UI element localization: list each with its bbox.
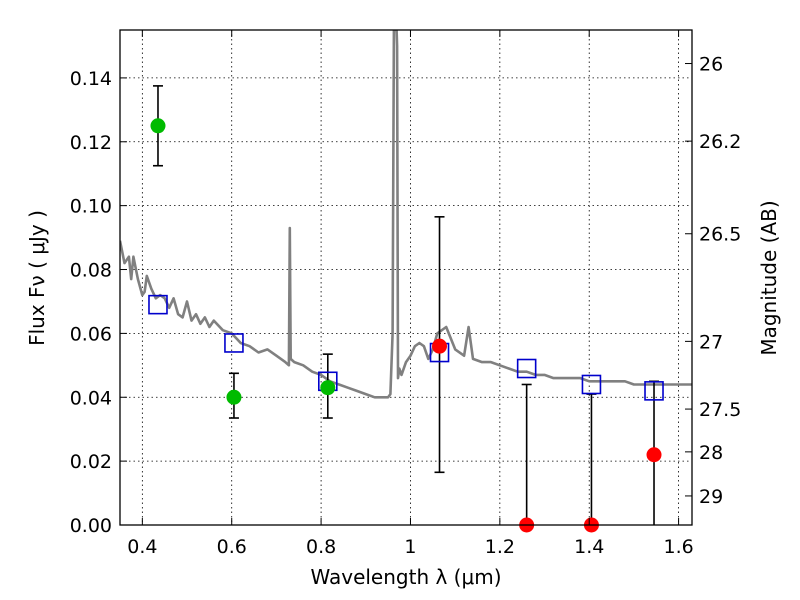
x-tick-label: 0.8	[306, 536, 336, 558]
y-tick-label: 0.02	[70, 451, 112, 473]
y-tick-label: 0.14	[70, 68, 112, 90]
x-tick-label: 1.2	[485, 536, 515, 558]
detection-point	[150, 118, 166, 134]
low-significance-point	[646, 447, 662, 463]
tick-marks	[120, 30, 692, 526]
x-tick-label: 0.4	[127, 536, 157, 558]
model-sed-layer	[120, 30, 692, 399]
model-photometry-point	[148, 294, 168, 315]
x-axis-label: Wavelength λ (μm)	[310, 565, 501, 589]
mag-tick-label: 29	[699, 486, 723, 508]
mag-tick-label: 26.2	[699, 131, 741, 153]
grid-lines	[120, 30, 692, 526]
x-tick-label: 1.4	[574, 536, 604, 558]
error-bars-layer	[152, 85, 660, 525]
y-tick-label: 0.10	[70, 196, 112, 218]
x-tick-label: 0.6	[217, 536, 247, 558]
markers-layer	[148, 118, 664, 533]
model-photometry-point	[644, 381, 664, 401]
tick-labels: 0.4 0.6 0.8 1 1.2 1.4 1.6 0.00 0.02 0.04 0.06 0.08 0…	[70, 54, 742, 558]
model-sed-line	[120, 30, 692, 399]
x-tick-label: 1	[404, 536, 416, 558]
y2-axis-label: Magnitude (AB)	[757, 200, 781, 355]
plot-frame	[119, 29, 693, 526]
mag-tick-label: 28	[699, 442, 723, 464]
y-tick-label: 0.08	[70, 260, 112, 282]
y-tick-label: 0.06	[70, 323, 112, 345]
detection-point	[320, 380, 336, 396]
model-photometry-point	[581, 374, 602, 395]
model-photometry-point	[516, 358, 537, 379]
mag-tick-label: 27.5	[699, 399, 741, 421]
low-significance-point	[432, 338, 448, 354]
y-tick-label: 0.04	[70, 387, 112, 409]
model-photometry-point	[224, 333, 244, 353]
mag-tick-label: 27	[699, 331, 723, 353]
y-tick-label: 0.00	[70, 515, 112, 537]
detection-point	[226, 389, 242, 405]
mag-tick-label: 26	[699, 54, 723, 76]
y-tick-label: 0.12	[70, 132, 112, 154]
mag-tick-label: 26.5	[699, 224, 741, 246]
y-axis-label: Flux Fν ( μJy )	[25, 210, 49, 346]
x-tick-label: 1.6	[663, 536, 693, 558]
